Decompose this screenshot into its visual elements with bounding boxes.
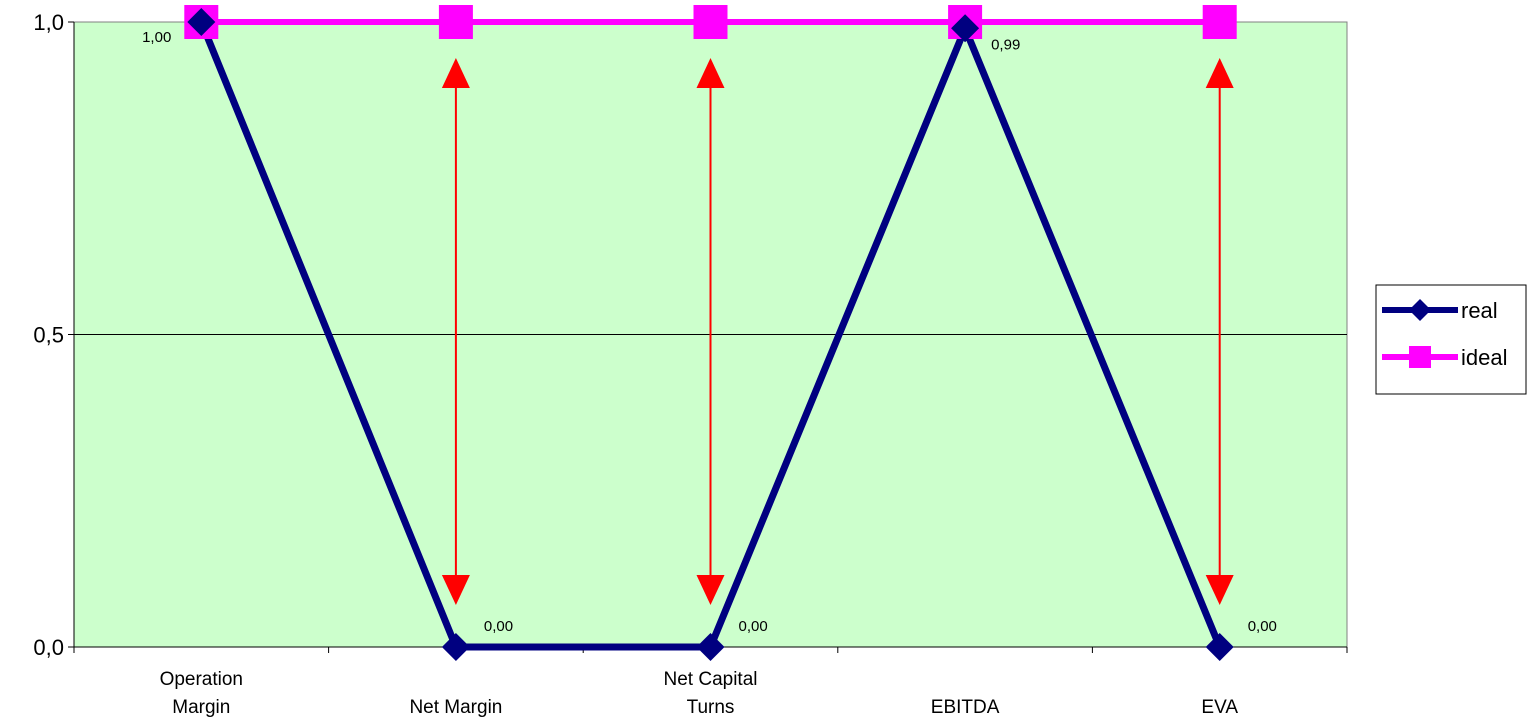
x-category-label-1-0: Net Margin [409, 697, 502, 718]
x-category-label-0-1: Margin [172, 697, 230, 718]
gap-arrow-head-top-2 [696, 58, 725, 88]
legend: real ideal [1375, 284, 1527, 395]
y-tick-label-2: 1,0 [33, 10, 64, 35]
data-label-3: 0,99 [991, 36, 1020, 53]
data-label-1: 0,00 [484, 618, 513, 635]
legend-label-ideal: ideal [1461, 345, 1507, 370]
data-label-0: 1,00 [142, 29, 171, 46]
legend-label-real: real [1461, 298, 1498, 323]
y-tick-label-0: 0,0 [33, 635, 64, 660]
marker-real-0 [187, 8, 216, 36]
legend-box [1375, 284, 1527, 395]
gap-arrow-head-bottom-2 [696, 575, 725, 605]
marker-ideal-1 [438, 5, 473, 39]
series-lines [184, 5, 1237, 661]
legend-real-marker [1409, 299, 1431, 321]
x-axis: Operation Margin Net Margin Net Capital Turn… [73, 646, 1348, 718]
y-tick-label-1: 0,5 [33, 323, 64, 348]
data-label-2: 0,00 [739, 618, 768, 635]
marker-real-1 [441, 633, 470, 661]
gap-arrow-head-top-1 [441, 58, 470, 88]
x-category-label-0-0: Operation [160, 669, 243, 690]
marker-ideal-4 [1202, 5, 1237, 39]
gap-arrows [441, 58, 1234, 605]
gap-arrow-head-bottom-1 [441, 575, 470, 605]
data-labels: 1,00 0,00 0,00 0,99 0,00 [142, 29, 1277, 635]
x-category-label-4-0: EVA [1201, 697, 1238, 718]
gap-arrow-head-top-4 [1205, 58, 1234, 88]
marker-real-3 [951, 14, 980, 43]
data-label-4: 0,00 [1248, 618, 1277, 635]
gap-arrow-head-bottom-4 [1205, 575, 1234, 605]
x-category-label-3-0: EBITDA [931, 697, 1000, 718]
marker-real-2 [696, 633, 725, 661]
y-axis: 0,0 0,5 1,0 [33, 10, 75, 660]
marker-real-4 [1205, 633, 1234, 661]
x-category-label-2-1: Turns [687, 697, 735, 718]
x-category-label-2-0: Net Capital [664, 669, 758, 690]
legend-ideal-marker [1409, 346, 1431, 368]
marker-ideal-2 [693, 5, 728, 39]
